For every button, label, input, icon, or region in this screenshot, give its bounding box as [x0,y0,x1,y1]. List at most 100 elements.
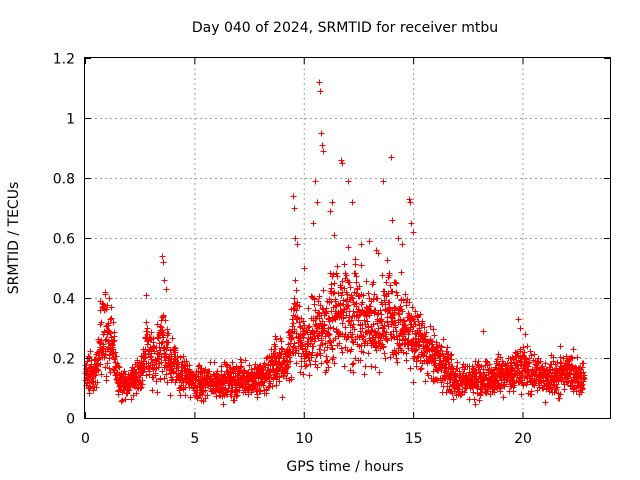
data-point-marker [374,295,381,302]
data-point-marker [547,381,554,388]
data-point-marker [501,383,508,390]
data-point-marker [353,300,360,307]
data-point-marker [293,360,300,367]
data-point-marker [375,250,382,257]
data-point-marker [421,324,428,331]
data-point-marker [407,365,414,372]
data-point-marker [403,350,410,357]
data-point-marker [104,302,111,309]
data-point-marker [260,382,267,389]
data-point-marker [102,337,109,344]
data-point-marker [440,336,447,343]
data-point-marker [164,344,171,351]
data-point-marker [488,366,495,373]
data-point-marker [306,323,313,330]
data-point-marker [523,356,530,363]
data-point-marker [186,366,193,373]
data-point-marker [394,292,401,299]
data-point-marker [569,355,576,362]
data-point-marker [289,349,296,356]
data-point-marker [438,379,445,386]
data-point-marker [480,328,487,335]
data-point-marker [350,308,357,315]
data-point-marker [301,322,308,329]
data-point-marker [265,384,272,391]
data-point-marker [278,338,285,345]
data-point-marker [160,345,167,352]
data-point-marker [349,295,356,302]
x-axis-ticks: 0 5 10 15 20 [81,58,532,447]
data-point-marker [358,241,365,248]
data-point-marker [345,302,352,309]
data-point-marker [448,356,455,363]
data-point-marker [87,348,94,355]
data-point-marker [309,349,316,356]
data-point-marker [273,382,280,389]
data-point-marker [269,383,276,390]
data-point-marker [218,363,225,370]
data-point-marker [306,372,313,379]
y-tick-label: 0.2 [53,352,75,368]
data-point-marker [265,373,272,380]
data-point-marker [565,378,572,385]
data-point-marker [310,220,317,227]
data-point-marker [155,364,162,371]
data-point-marker [394,359,401,366]
data-point-marker [343,272,350,279]
data-point-marker [365,350,372,357]
data-point-marker [320,148,327,155]
data-point-marker [395,235,402,242]
data-point-marker [344,347,351,354]
data-point-marker [384,257,391,264]
data-point-marker [576,365,583,372]
data-point-marker [328,285,335,292]
data-point-marker [360,292,367,299]
data-point-marker [348,334,355,341]
data-point-marker [537,358,544,365]
data-point-marker [182,392,189,399]
data-point-marker [106,355,113,362]
data-point-marker [312,178,319,185]
data-point-marker [486,361,493,368]
data-point-marker [412,321,419,328]
data-point-marker [433,339,440,346]
data-point-marker [527,348,534,355]
data-point-marker [353,313,360,320]
y-tick-label: 0.4 [53,292,75,308]
data-point-marker [143,372,150,379]
data-point-marker [400,317,407,324]
data-point-marker [143,328,150,335]
data-point-marker [161,375,168,382]
data-point-marker [159,368,166,375]
data-point-marker [497,388,504,395]
data-point-marker [341,261,348,268]
data-point-marker [380,325,387,332]
data-point-marker [471,396,478,403]
data-point-marker [438,343,445,350]
data-point-marker [350,321,357,328]
data-point-marker [104,360,111,367]
data-point-marker [206,368,213,375]
data-point-marker [483,358,490,365]
data-point-marker [158,359,165,366]
data-point-marker [420,352,427,359]
data-point-marker [556,395,563,402]
data-point-marker [356,312,363,319]
data-point-marker [311,295,318,302]
data-point-marker [290,193,297,200]
data-point-marker [296,319,303,326]
data-point-marker [183,358,190,365]
data-point-marker [404,340,411,347]
data-point-marker [272,343,279,350]
data-point-marker [236,387,243,394]
data-point-marker [322,340,329,347]
x-tick-label: 0 [81,431,90,447]
data-point-marker [164,379,171,386]
y-tick-label: 1 [66,112,75,128]
data-point-marker [333,270,340,277]
data-point-marker [340,297,347,304]
data-point-marker [301,265,308,272]
data-point-marker [290,320,297,327]
data-point-marker [417,311,424,318]
data-point-marker [316,293,323,300]
